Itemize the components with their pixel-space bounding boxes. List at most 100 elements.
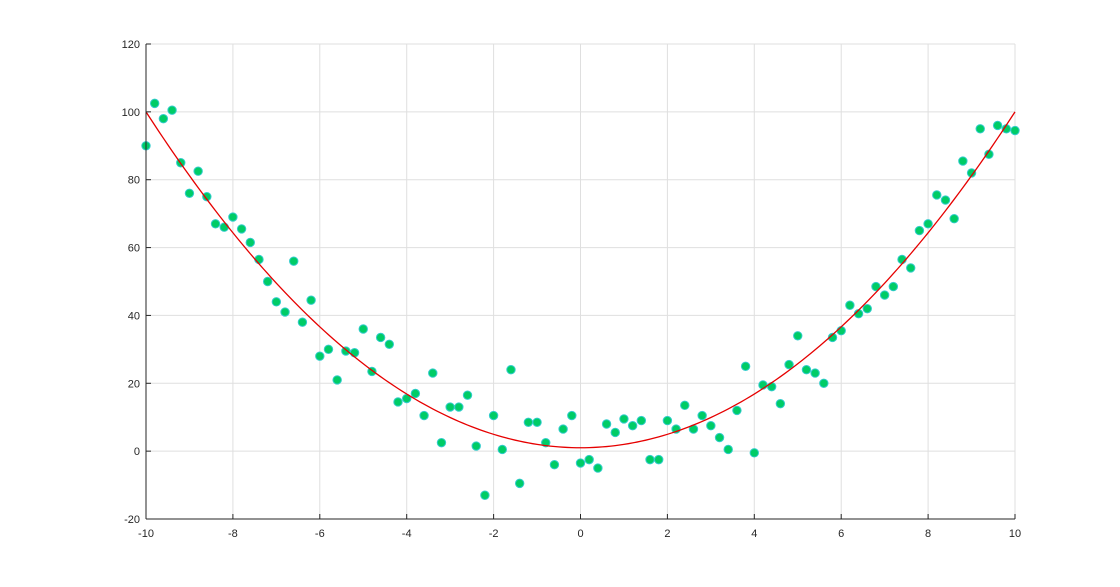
data-point [549, 460, 560, 470]
data-point [932, 190, 942, 200]
y-tick-label: 20 [128, 378, 140, 390]
data-point [262, 276, 273, 287]
data-point [940, 195, 951, 205]
data-point [923, 219, 933, 229]
data-point [567, 410, 577, 421]
data-point [323, 344, 334, 355]
x-tick-label: -6 [315, 528, 325, 540]
data-point [654, 454, 664, 465]
data-point [297, 317, 308, 327]
data-point [289, 256, 299, 266]
data-point [410, 388, 421, 399]
grid-lines [145, 43, 1016, 520]
data-point [627, 421, 638, 431]
data-point [462, 390, 473, 400]
data-point [236, 224, 247, 234]
data-point [871, 281, 881, 292]
data-point [384, 339, 395, 349]
y-tick-label: 40 [128, 310, 140, 322]
data-point [766, 381, 777, 392]
data-point [662, 415, 673, 426]
data-point [784, 359, 794, 370]
data-point [358, 324, 368, 334]
x-tick-label: 0 [577, 528, 583, 540]
data-point [888, 281, 899, 292]
data-point [306, 295, 316, 305]
fit-curve-line [145, 111, 1016, 449]
data-point [280, 307, 290, 317]
data-point [723, 444, 733, 455]
data-point [714, 432, 725, 443]
data-point [801, 365, 812, 375]
data-point [480, 490, 490, 500]
data-point [740, 361, 751, 372]
y-tick-label: 120 [122, 39, 140, 51]
y-tick-label: 60 [128, 243, 140, 255]
data-point [862, 303, 872, 314]
data-point [619, 414, 629, 424]
data-point [332, 375, 342, 385]
data-point [158, 113, 169, 124]
data-point [775, 398, 786, 409]
x-tick-label: -8 [228, 528, 238, 540]
data-point [514, 478, 525, 489]
data-point [532, 417, 542, 427]
y-tick-label: 100 [122, 107, 140, 119]
data-point [271, 297, 282, 307]
x-tick-label: 8 [925, 528, 931, 540]
data-point [584, 454, 594, 465]
y-tick-label: 80 [128, 175, 140, 187]
data-point [992, 120, 1003, 131]
data-point [202, 191, 212, 202]
y-tick-label: -20 [124, 514, 140, 526]
data-point [1010, 125, 1020, 136]
data-point [793, 331, 803, 341]
data-point [497, 444, 507, 455]
data-point [315, 351, 325, 361]
data-point [906, 263, 916, 273]
data-point [975, 124, 985, 134]
data-point [593, 463, 603, 473]
data-point [879, 290, 890, 300]
data-point [575, 458, 586, 468]
data-point [445, 402, 455, 412]
x-tick-label: 6 [838, 528, 844, 540]
data-point [341, 346, 351, 356]
data-point [349, 348, 360, 358]
data-point [245, 237, 255, 248]
data-point [845, 300, 855, 310]
data-point [471, 441, 481, 451]
data-point [827, 332, 838, 343]
data-point [488, 410, 499, 421]
data-point [680, 400, 690, 411]
data-layer [141, 98, 1020, 500]
data-point [167, 105, 177, 115]
data-point [601, 419, 612, 429]
data-point [636, 415, 647, 426]
data-point [697, 410, 707, 421]
data-point [558, 424, 568, 434]
data-point [749, 448, 759, 458]
data-point [228, 212, 238, 222]
data-point [819, 378, 829, 388]
data-point [523, 417, 534, 427]
data-point [210, 219, 221, 229]
x-tick-label: 4 [751, 528, 757, 540]
data-point [836, 326, 846, 336]
data-point [149, 98, 160, 109]
data-point [454, 402, 464, 412]
x-tick-label: -2 [489, 528, 499, 540]
data-point [184, 188, 195, 198]
y-tick-label: 0 [134, 446, 140, 458]
data-point [193, 166, 203, 176]
data-point [375, 332, 386, 343]
data-point [949, 214, 959, 224]
x-tick-label: 10 [1009, 528, 1021, 540]
x-tick-label: -10 [138, 528, 154, 540]
data-point [958, 156, 968, 166]
data-point [219, 222, 229, 232]
data-point [645, 454, 655, 465]
